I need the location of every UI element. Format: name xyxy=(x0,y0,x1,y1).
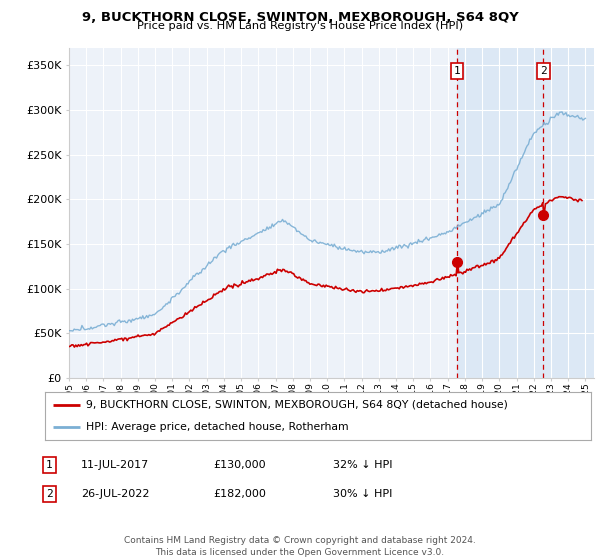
Text: 26-JUL-2022: 26-JUL-2022 xyxy=(81,489,149,499)
Text: HPI: Average price, detached house, Rotherham: HPI: Average price, detached house, Roth… xyxy=(86,422,349,432)
Text: 30% ↓ HPI: 30% ↓ HPI xyxy=(333,489,392,499)
Text: 11-JUL-2017: 11-JUL-2017 xyxy=(81,460,149,470)
Text: 9, BUCKTHORN CLOSE, SWINTON, MEXBOROUGH, S64 8QY (detached house): 9, BUCKTHORN CLOSE, SWINTON, MEXBOROUGH,… xyxy=(86,400,508,410)
Text: 1: 1 xyxy=(46,460,53,470)
Text: 2: 2 xyxy=(540,66,547,76)
Text: Contains HM Land Registry data © Crown copyright and database right 2024.
This d: Contains HM Land Registry data © Crown c… xyxy=(124,536,476,557)
Text: 1: 1 xyxy=(454,66,460,76)
Text: Price paid vs. HM Land Registry's House Price Index (HPI): Price paid vs. HM Land Registry's House … xyxy=(137,21,463,31)
Bar xyxy=(457,48,594,378)
Text: £182,000: £182,000 xyxy=(213,489,266,499)
Text: 2: 2 xyxy=(46,489,53,499)
Text: £130,000: £130,000 xyxy=(213,460,266,470)
Text: 9, BUCKTHORN CLOSE, SWINTON, MEXBOROUGH, S64 8QY: 9, BUCKTHORN CLOSE, SWINTON, MEXBOROUGH,… xyxy=(82,11,518,24)
Text: 32% ↓ HPI: 32% ↓ HPI xyxy=(333,460,392,470)
